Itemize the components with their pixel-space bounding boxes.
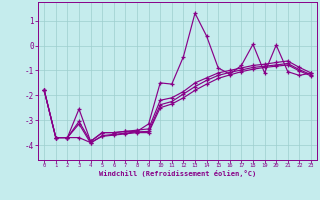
X-axis label: Windchill (Refroidissement éolien,°C): Windchill (Refroidissement éolien,°C) <box>99 170 256 177</box>
